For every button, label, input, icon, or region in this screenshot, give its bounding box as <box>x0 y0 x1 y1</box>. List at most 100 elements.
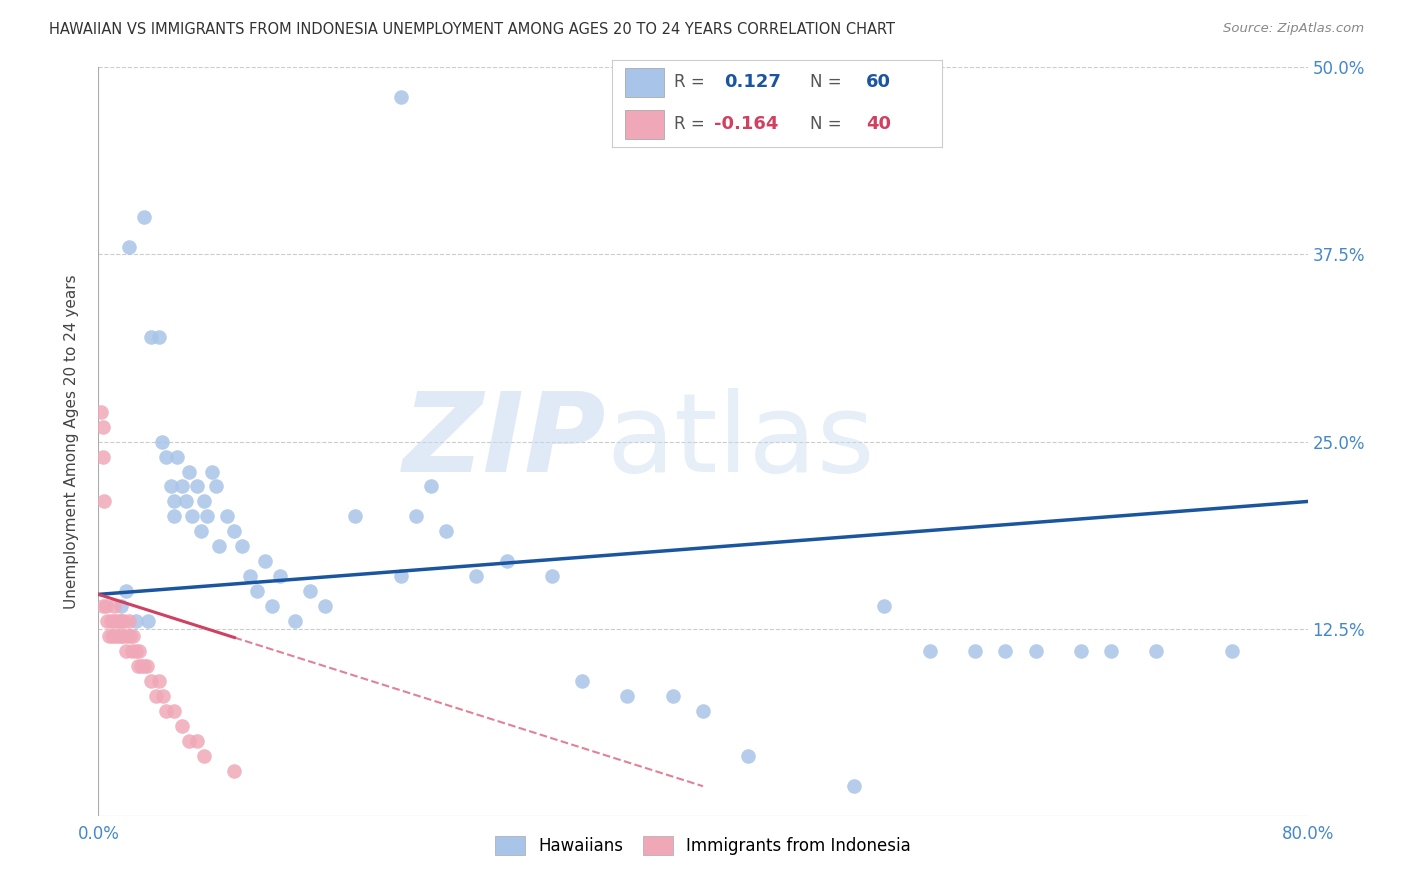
Point <box>179 465 201 479</box>
Point <box>269 569 291 583</box>
Point <box>150 434 173 449</box>
Point <box>155 704 177 718</box>
Text: R =: R = <box>675 73 710 91</box>
Point <box>692 704 714 718</box>
Point <box>844 779 866 793</box>
Point <box>135 659 157 673</box>
Point <box>540 569 562 583</box>
Point <box>170 479 193 493</box>
Point <box>344 509 367 524</box>
Point <box>125 615 148 629</box>
Point <box>125 644 148 658</box>
Point <box>111 629 134 643</box>
Point <box>405 509 427 524</box>
Point <box>94 599 117 614</box>
Point <box>110 629 132 643</box>
Point <box>205 479 228 493</box>
Point <box>465 569 488 583</box>
Point <box>201 465 224 479</box>
Point <box>114 584 136 599</box>
Point <box>284 615 307 629</box>
Point <box>174 494 197 508</box>
Point <box>420 479 443 493</box>
Point <box>389 569 412 583</box>
Point <box>434 524 457 539</box>
Point <box>114 644 136 658</box>
Point <box>299 584 322 599</box>
Point <box>1144 644 1167 658</box>
Point <box>148 329 170 343</box>
Point <box>127 659 149 673</box>
Point <box>224 524 246 539</box>
Point <box>571 674 593 689</box>
Point <box>495 554 517 568</box>
Point <box>163 704 186 718</box>
Point <box>129 659 152 673</box>
Point <box>103 615 125 629</box>
Point <box>93 494 115 508</box>
Point <box>110 615 132 629</box>
Point <box>141 329 163 343</box>
Text: 60: 60 <box>866 73 891 91</box>
Point <box>737 749 759 764</box>
Text: -0.164: -0.164 <box>714 115 779 133</box>
Point <box>389 90 412 104</box>
Text: atlas: atlas <box>606 388 875 495</box>
Text: HAWAIIAN VS IMMIGRANTS FROM INDONESIA UNEMPLOYMENT AMONG AGES 20 TO 24 YEARS COR: HAWAIIAN VS IMMIGRANTS FROM INDONESIA UN… <box>49 22 896 37</box>
Point <box>96 615 118 629</box>
Point <box>121 644 143 658</box>
Point <box>104 629 127 643</box>
Point <box>186 479 208 493</box>
Point <box>994 644 1017 658</box>
Point <box>98 629 121 643</box>
Point <box>120 629 142 643</box>
Text: 40: 40 <box>866 115 891 133</box>
Point <box>166 450 188 464</box>
Point <box>132 210 155 224</box>
Point <box>193 749 215 764</box>
Point <box>90 404 112 418</box>
Point <box>253 554 276 568</box>
Point <box>101 629 124 643</box>
Point <box>163 494 186 508</box>
Point <box>110 599 132 614</box>
Point <box>239 569 262 583</box>
Text: 0.127: 0.127 <box>724 73 780 91</box>
Point <box>1099 644 1122 658</box>
Point <box>103 599 125 614</box>
Point <box>152 690 174 704</box>
Point <box>262 599 284 614</box>
Point <box>190 524 212 539</box>
Point <box>186 734 208 748</box>
Point <box>1024 644 1046 658</box>
Text: ZIP: ZIP <box>402 388 606 495</box>
Point <box>170 719 193 733</box>
Point <box>163 509 186 524</box>
Point <box>181 509 204 524</box>
Point <box>193 494 215 508</box>
Point <box>918 644 941 658</box>
Point <box>122 629 145 643</box>
Bar <box>624 68 665 97</box>
Point <box>231 540 253 554</box>
Point <box>91 599 114 614</box>
Point <box>224 764 246 779</box>
Point <box>132 659 155 673</box>
Point <box>1220 644 1243 658</box>
Point <box>91 450 114 464</box>
Point <box>1070 644 1092 658</box>
Point <box>100 615 122 629</box>
Point <box>128 644 150 658</box>
Point <box>105 615 128 629</box>
Text: R =: R = <box>675 115 706 133</box>
Point <box>208 540 231 554</box>
Point <box>115 629 138 643</box>
Point <box>155 450 177 464</box>
Point <box>145 690 167 704</box>
Text: N =: N = <box>810 115 841 133</box>
Point <box>108 615 131 629</box>
Point <box>118 615 141 629</box>
Point <box>661 690 683 704</box>
Y-axis label: Unemployment Among Ages 20 to 24 years: Unemployment Among Ages 20 to 24 years <box>65 274 79 609</box>
Bar <box>624 110 665 139</box>
